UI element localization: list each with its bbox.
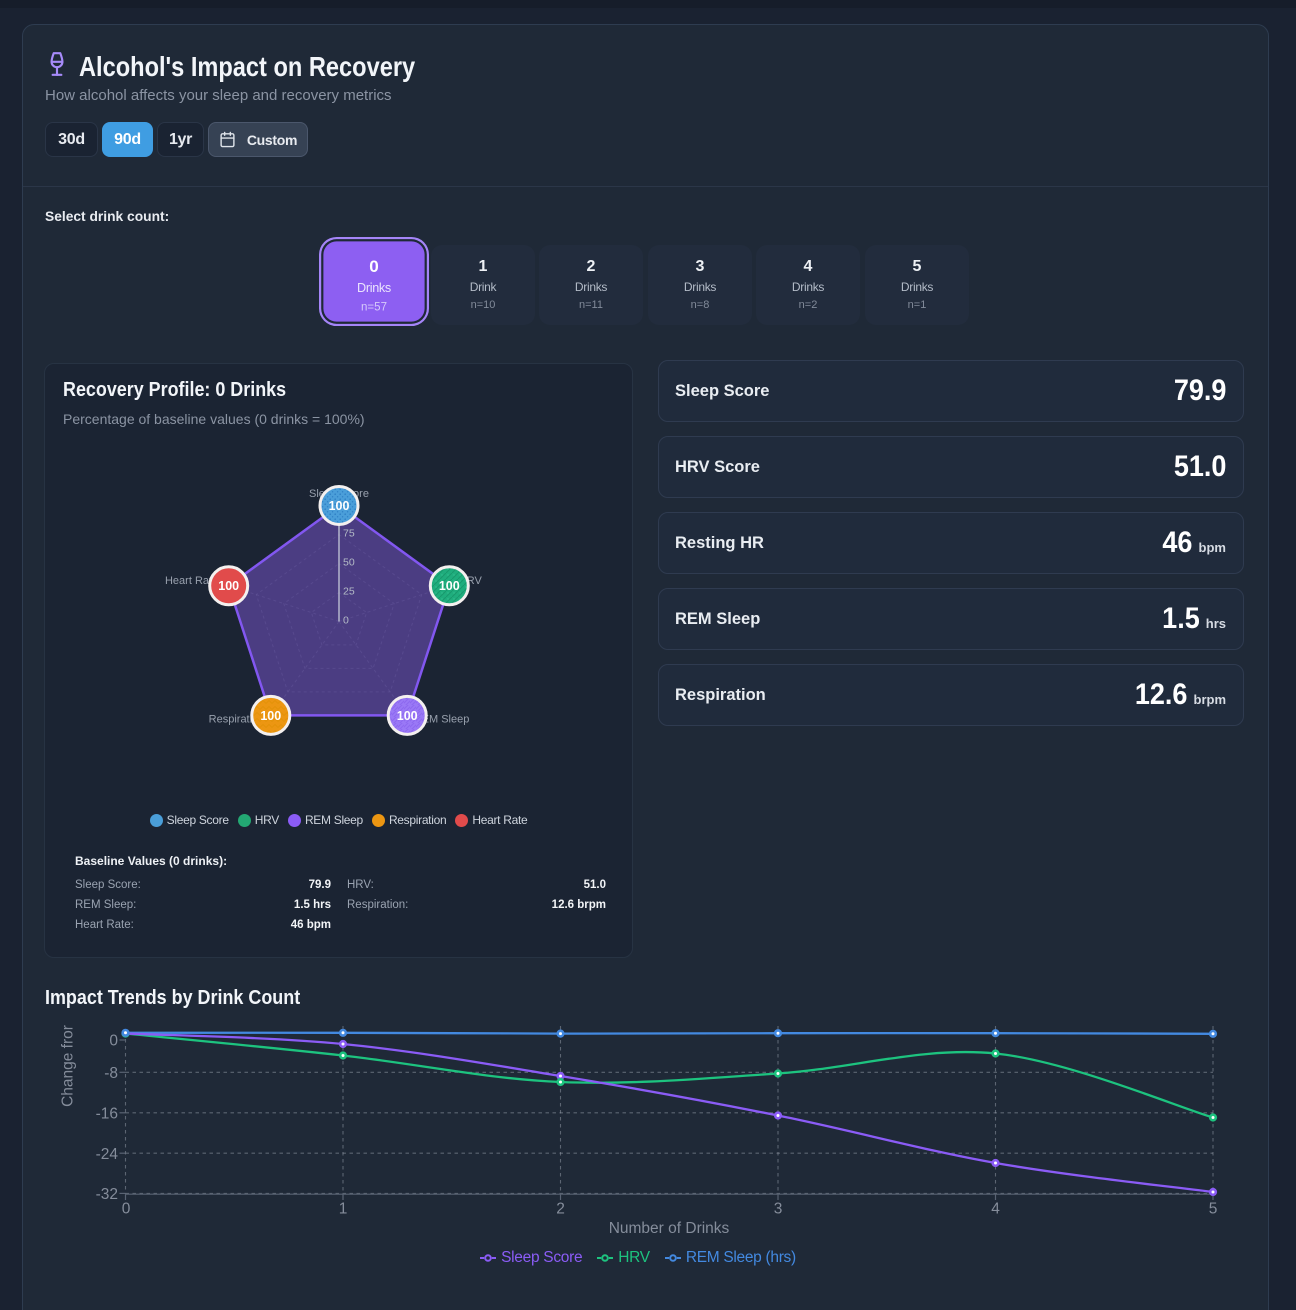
svg-text:100: 100 [397,709,418,723]
svg-text:0: 0 [343,615,349,627]
svg-text:5: 5 [1209,1200,1218,1217]
svg-text:3: 3 [774,1200,783,1217]
svg-text:0: 0 [122,1200,131,1217]
svg-text:100: 100 [439,579,460,593]
svg-text:Change fror: Change fror [60,1025,77,1107]
svg-text:1: 1 [339,1200,348,1217]
svg-text:4: 4 [991,1200,1000,1217]
svg-text:-8: -8 [104,1065,118,1082]
svg-text:25: 25 [343,586,355,598]
svg-text:-32: -32 [96,1186,118,1203]
svg-text:100: 100 [260,709,281,723]
svg-text:100: 100 [218,579,239,593]
svg-text:0: 0 [109,1033,118,1050]
svg-text:50: 50 [343,557,355,569]
svg-text:-24: -24 [96,1146,119,1163]
svg-text:-16: -16 [96,1105,118,1122]
svg-text:100: 100 [329,499,350,513]
svg-text:75: 75 [343,528,355,540]
svg-text:Heart Rate: Heart Rate [165,575,218,587]
svg-text:Number of Drinks: Number of Drinks [609,1220,730,1237]
svg-text:2: 2 [556,1200,565,1217]
